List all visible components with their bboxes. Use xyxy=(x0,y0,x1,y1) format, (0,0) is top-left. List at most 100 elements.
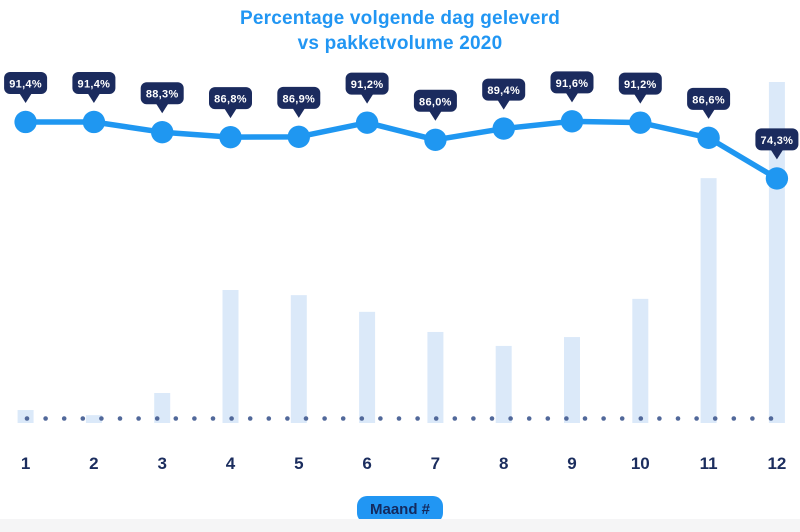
tooltip-bubble xyxy=(413,89,457,112)
baseline-dot xyxy=(117,416,123,421)
x-tick-label: 6 xyxy=(362,454,371,473)
baseline-dot xyxy=(750,416,755,421)
tooltip-value-label: 91,2% xyxy=(351,79,384,91)
tooltip-bubble xyxy=(140,82,184,105)
baseline-dot xyxy=(192,416,197,421)
baseline-dot xyxy=(712,416,718,421)
tooltip-pointer xyxy=(291,106,306,118)
tooltip-bubble xyxy=(687,87,731,110)
data-point-marker xyxy=(14,110,37,134)
baseline-dot xyxy=(378,416,383,421)
tooltip-value-label: 74,3% xyxy=(761,135,794,147)
percentage-line xyxy=(22,118,780,182)
volume-bar xyxy=(154,392,171,423)
volume-bar xyxy=(700,178,717,423)
data-point-marker xyxy=(697,126,720,150)
x-tick-label: 9 xyxy=(567,454,576,473)
x-tick-label: 8 xyxy=(499,454,508,473)
x-tick-label: 7 xyxy=(431,454,440,473)
x-tick-label: 11 xyxy=(700,454,718,473)
volume-bar xyxy=(222,290,239,423)
baseline-dot xyxy=(340,416,346,421)
tooltip-pointer xyxy=(155,102,170,114)
tooltip-value-label: 91,2% xyxy=(624,79,657,91)
x-tick-label: 12 xyxy=(767,454,786,473)
baseline-dot xyxy=(619,416,625,421)
x-tick-label: 5 xyxy=(294,454,303,473)
baseline-dot xyxy=(80,416,86,421)
baseline-dot xyxy=(154,416,160,421)
data-point-marker xyxy=(629,111,652,134)
baseline-dot xyxy=(675,416,681,421)
baseline-dot xyxy=(99,416,104,421)
tooltip-pointer xyxy=(360,92,375,104)
baseline-dot xyxy=(24,416,30,421)
tooltip-bubble xyxy=(209,87,252,110)
data-point-marker xyxy=(82,110,106,134)
chart-title-line1: Percentage volgende dag geleverd xyxy=(239,8,560,29)
volume-bar xyxy=(17,410,34,423)
x-tick-label: 3 xyxy=(157,454,166,473)
x-tick-label: 4 xyxy=(226,454,236,473)
tooltip-value-label: 89,4% xyxy=(487,85,520,97)
tooltip-pointer xyxy=(565,91,579,103)
baseline-dot xyxy=(489,416,495,421)
tooltip-bubble xyxy=(345,72,389,95)
baseline-dot xyxy=(601,416,606,421)
bottom-strip xyxy=(0,519,800,532)
data-point-marker xyxy=(151,121,174,144)
data-point-marker xyxy=(765,167,789,190)
baseline-dot xyxy=(526,416,532,421)
data-point-marker xyxy=(355,111,379,134)
volume-bar xyxy=(632,298,649,423)
volume-bar xyxy=(768,82,785,423)
tooltip-pointer xyxy=(86,91,101,103)
tooltip-value-label: 86,6% xyxy=(692,94,725,106)
volume-bar xyxy=(427,331,444,423)
tooltip-bubble xyxy=(618,72,662,95)
baseline-dot xyxy=(638,416,644,421)
baseline-dot xyxy=(768,416,774,421)
baseline-dot xyxy=(173,416,179,421)
data-point-marker xyxy=(424,128,447,151)
baseline-dot xyxy=(61,416,67,421)
tooltip-pointer xyxy=(701,107,716,119)
tooltip-value-label: 88,3% xyxy=(146,89,179,101)
baseline-dot xyxy=(508,416,513,421)
x-tick-label: 1 xyxy=(21,454,30,473)
volume-bar xyxy=(495,345,512,423)
baseline-dot xyxy=(303,416,309,421)
baseline-dot xyxy=(359,416,365,421)
tooltip-bubble xyxy=(755,128,799,151)
tooltip-pointer xyxy=(223,107,238,119)
tooltip-bubble xyxy=(550,71,594,94)
tooltip-pointer xyxy=(428,109,443,121)
volume-bar xyxy=(564,337,580,423)
baseline-dot xyxy=(564,416,569,421)
baseline-dot xyxy=(247,416,253,421)
tooltip-value-label: 91,4% xyxy=(78,78,111,90)
tooltip-bubble xyxy=(72,71,116,94)
baseline-dot xyxy=(396,416,402,421)
x-axis-label-badge: Maand # xyxy=(356,496,444,523)
baseline-dot xyxy=(582,416,588,421)
baseline-dot xyxy=(43,416,48,421)
baseline-dot xyxy=(452,416,458,421)
baseline-dot xyxy=(266,416,272,421)
tooltip-pointer xyxy=(18,91,33,103)
tooltip-value-label: 86,9% xyxy=(282,93,315,105)
tooltip-bubble xyxy=(482,78,526,101)
baseline-dot xyxy=(210,416,216,421)
baseline-dot xyxy=(471,416,476,421)
tooltip-bubble xyxy=(4,71,48,94)
baseline-dot xyxy=(731,416,737,421)
tooltip-value-label: 86,8% xyxy=(214,94,247,106)
baseline-dot xyxy=(657,416,662,421)
baseline-dot xyxy=(136,416,141,421)
tooltip-value-label: 86,0% xyxy=(419,96,452,108)
baseline-dot xyxy=(545,416,551,421)
chart-title-line2: vs pakketvolume 2020 xyxy=(297,33,503,55)
baseline-dot xyxy=(415,416,420,421)
x-tick-label: 2 xyxy=(89,454,98,473)
